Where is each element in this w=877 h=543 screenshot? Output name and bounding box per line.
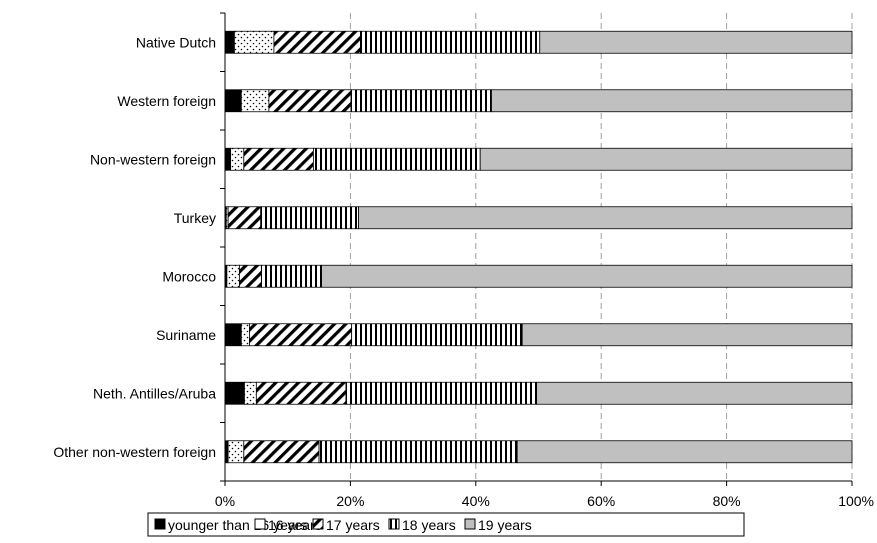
legend-swatch <box>388 518 400 530</box>
axes: Native Dutch Western foreign Non-western f… <box>53 12 874 509</box>
category-label: Other non-western foreign <box>53 444 216 460</box>
bar-segment <box>313 147 481 171</box>
x-tick-label: 80% <box>713 493 741 509</box>
bar-segment <box>318 440 518 464</box>
bar-segment <box>351 323 523 347</box>
bar-segment <box>260 264 322 288</box>
bar-segment <box>260 206 359 230</box>
bar-segment <box>479 147 853 171</box>
category-label: Morocco <box>162 268 216 284</box>
category-label: Suriname <box>156 327 216 343</box>
bar-segment <box>243 147 314 171</box>
legend-label: 19 years <box>478 517 532 533</box>
bar-segment <box>268 89 352 113</box>
legend-swatch <box>312 518 324 530</box>
bar-segment <box>224 323 242 347</box>
bar-segment <box>239 264 262 288</box>
bar-segment <box>249 323 353 347</box>
category-label: Turkey <box>174 210 216 226</box>
legend-swatch <box>254 518 266 530</box>
legend-swatch <box>154 518 166 530</box>
legend-label: younger than 16 years <box>168 517 307 533</box>
legend-label: 17 years <box>326 517 380 533</box>
bar-segment <box>230 147 245 171</box>
bar-segment <box>244 381 257 405</box>
bar-segment <box>227 206 262 230</box>
category-label: Native Dutch <box>136 34 216 50</box>
bar-segment <box>358 206 853 230</box>
bar-segment <box>240 89 270 113</box>
legend-box <box>147 512 745 537</box>
x-tick-label: 60% <box>587 493 615 509</box>
bar-segment <box>224 89 242 113</box>
legend-swatch <box>464 518 476 530</box>
bar-segment <box>224 381 245 405</box>
bar-segment <box>227 440 245 464</box>
bar-segment <box>226 264 240 288</box>
bar-segment <box>516 440 853 464</box>
bar-segment <box>539 30 853 54</box>
grid-lines <box>349 13 853 481</box>
bar-segment <box>521 323 853 347</box>
bar-segment <box>321 264 853 288</box>
bar-segment <box>350 89 492 113</box>
bar-segment <box>345 381 538 405</box>
bar-segment <box>224 30 235 54</box>
category-label: Western foreign <box>117 93 216 109</box>
x-tick-label: 100% <box>838 493 874 509</box>
x-tick-label: 20% <box>336 493 364 509</box>
bar-segment <box>234 30 275 54</box>
bar-segment <box>243 440 320 464</box>
bar-segment <box>273 30 361 54</box>
bar-segment <box>240 323 250 347</box>
bar-segment <box>491 89 853 113</box>
x-tick-label: 40% <box>462 493 490 509</box>
bar-segment <box>255 381 347 405</box>
bars <box>224 30 853 464</box>
legend-label: 16 years <box>268 517 322 533</box>
category-label: Neth. Antilles/Aruba <box>93 385 216 401</box>
bar-segment <box>360 30 541 54</box>
category-label: Non-western foreign <box>90 151 216 167</box>
bar-segment <box>536 381 853 405</box>
bar-segment <box>224 147 232 171</box>
x-tick-label: 0% <box>215 493 235 509</box>
legend-label: 18 years <box>402 517 456 533</box>
